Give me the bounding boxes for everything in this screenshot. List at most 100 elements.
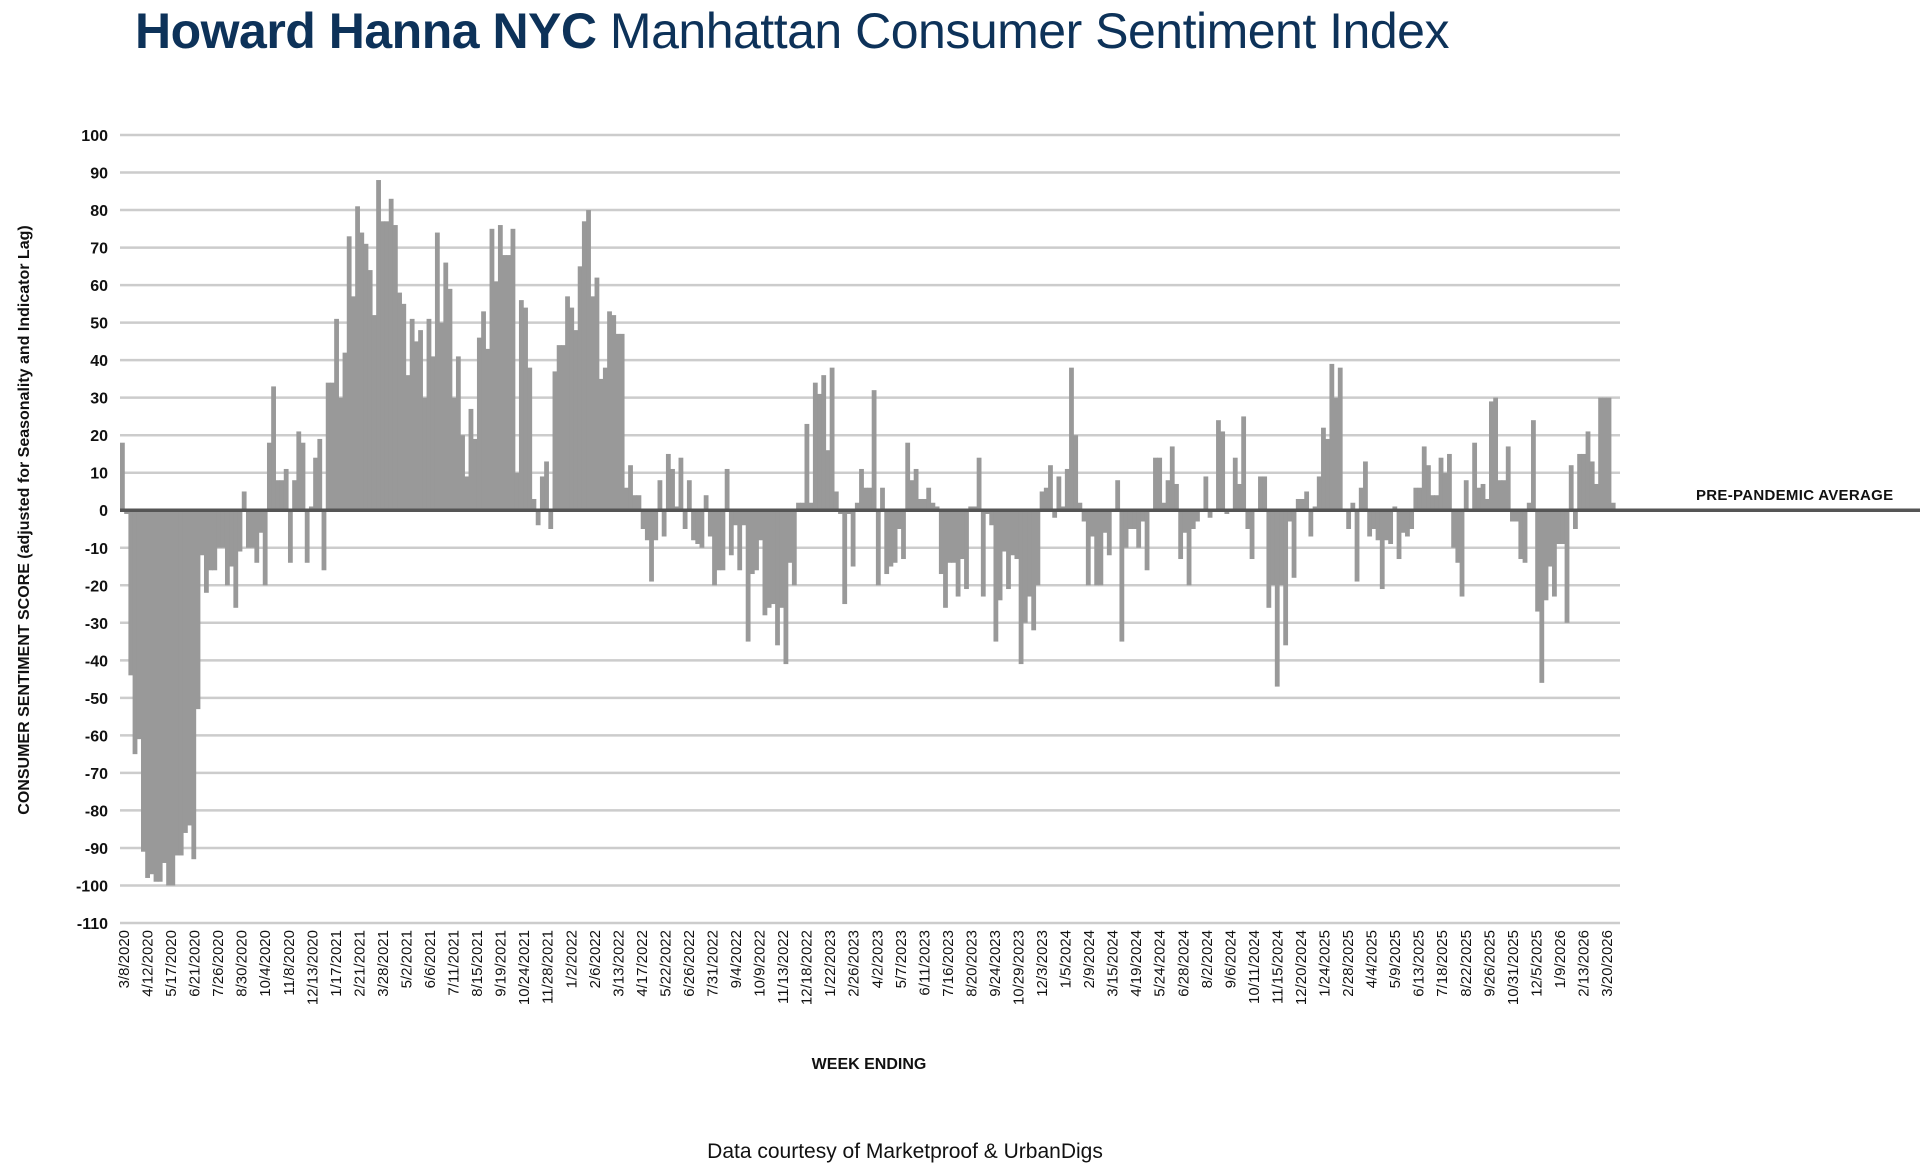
x-axis-ticks: 3/8/2020 4/12/2020 5/17/2020 6/21/2020 7/26/… (116, 930, 1616, 1005)
bar (976, 457, 982, 511)
bar (434, 232, 440, 511)
bar (880, 487, 885, 511)
bar (1405, 510, 1410, 537)
bar (951, 510, 957, 563)
bar (909, 480, 915, 511)
x-tick-label: 11/28/2021 (540, 930, 557, 1004)
bar (728, 510, 734, 556)
x-tick-label: 2/13/2026 (1575, 930, 1592, 997)
bar (476, 337, 482, 511)
x-tick-label: 12/20/2024 (1293, 930, 1310, 1005)
x-tick-label: 10/4/2020 (257, 930, 274, 997)
bar (485, 348, 491, 511)
x-tick-label: 12/5/2025 (1528, 930, 1545, 997)
bar (825, 450, 831, 511)
bar (1006, 510, 1011, 590)
x-tick-label: 12/13/2020 (304, 930, 321, 1005)
x-tick-label: 11/8/2020 (281, 930, 298, 996)
bar (296, 431, 302, 511)
x-tick-label: 8/15/2021 (469, 930, 486, 997)
bar (1581, 453, 1587, 511)
bar (153, 510, 159, 882)
bar (989, 510, 995, 526)
bar (1245, 510, 1251, 529)
bar (1501, 480, 1507, 511)
bar (229, 510, 234, 567)
y-tick-label: -40 (85, 653, 108, 670)
x-tick-label: 6/11/2023 (916, 930, 933, 996)
x-tick-label: 4/17/2022 (634, 930, 651, 997)
bar (1430, 495, 1436, 511)
bar (1585, 431, 1591, 511)
bar (1610, 502, 1616, 511)
bar (1081, 510, 1087, 522)
x-tick-label: 5/22/2022 (657, 930, 674, 997)
bar (1295, 498, 1301, 511)
bar (1434, 495, 1440, 511)
bar (262, 510, 268, 586)
bar (1258, 476, 1263, 511)
x-tick-label: 1/2/2022 (563, 930, 580, 988)
y-tick-label: -110 (77, 916, 108, 933)
bar (930, 502, 936, 511)
bar (1316, 476, 1322, 511)
x-tick-label: 3/28/2021 (375, 930, 392, 997)
bar (1363, 461, 1368, 511)
y-tick-label: 80 (90, 203, 108, 220)
x-tick-label: 9/4/2022 (728, 930, 745, 988)
bar (447, 288, 453, 511)
bar (875, 510, 881, 586)
y-tick-label: -100 (76, 878, 108, 895)
y-tick-label: -50 (85, 691, 108, 708)
bar (1484, 498, 1490, 511)
data-source-footer: Data courtesy of Marketproof & UrbanDigs (707, 1140, 1103, 1163)
bar (670, 468, 675, 511)
bar (602, 367, 608, 511)
bar (787, 510, 793, 563)
bar (569, 307, 575, 511)
bar (871, 390, 877, 511)
bar (342, 352, 348, 511)
y-tick-label: -10 (85, 541, 108, 558)
bar (1535, 510, 1541, 612)
bar (682, 510, 688, 529)
bar (1594, 483, 1599, 511)
bar (1283, 510, 1289, 646)
bar (132, 510, 138, 755)
bar (833, 491, 839, 511)
bar (120, 442, 125, 511)
bar (838, 510, 843, 514)
bar (468, 408, 474, 511)
bar (888, 510, 894, 567)
bar (867, 487, 873, 511)
bar (926, 487, 932, 511)
bar (497, 225, 503, 511)
bar (649, 510, 654, 582)
bar (1463, 480, 1469, 511)
x-tick-label: 4/12/2020 (140, 930, 157, 997)
bar (187, 510, 192, 826)
x-tick-label: 11/15/2024 (1269, 930, 1286, 1004)
bar (653, 510, 659, 541)
bar (581, 221, 587, 511)
bar (716, 510, 722, 571)
bar (1396, 510, 1402, 560)
bar (1367, 510, 1373, 537)
x-tick-label: 7/31/2022 (704, 930, 721, 997)
x-tick-label: 10/11/2024 (1246, 930, 1263, 1004)
bar (712, 510, 717, 586)
x-tick-label: 7/16/2023 (940, 930, 957, 997)
bar (1190, 510, 1196, 529)
bar (1493, 397, 1499, 511)
x-tick-label: 2/26/2023 (846, 930, 863, 997)
bar (544, 461, 549, 511)
bar (506, 255, 512, 511)
bar (451, 397, 457, 511)
bar (443, 262, 449, 511)
bar (203, 510, 209, 593)
bar (1140, 510, 1146, 522)
bar (661, 510, 667, 537)
bar (371, 315, 377, 511)
x-tick-label: 8/22/2025 (1458, 930, 1475, 997)
bar (355, 206, 360, 511)
